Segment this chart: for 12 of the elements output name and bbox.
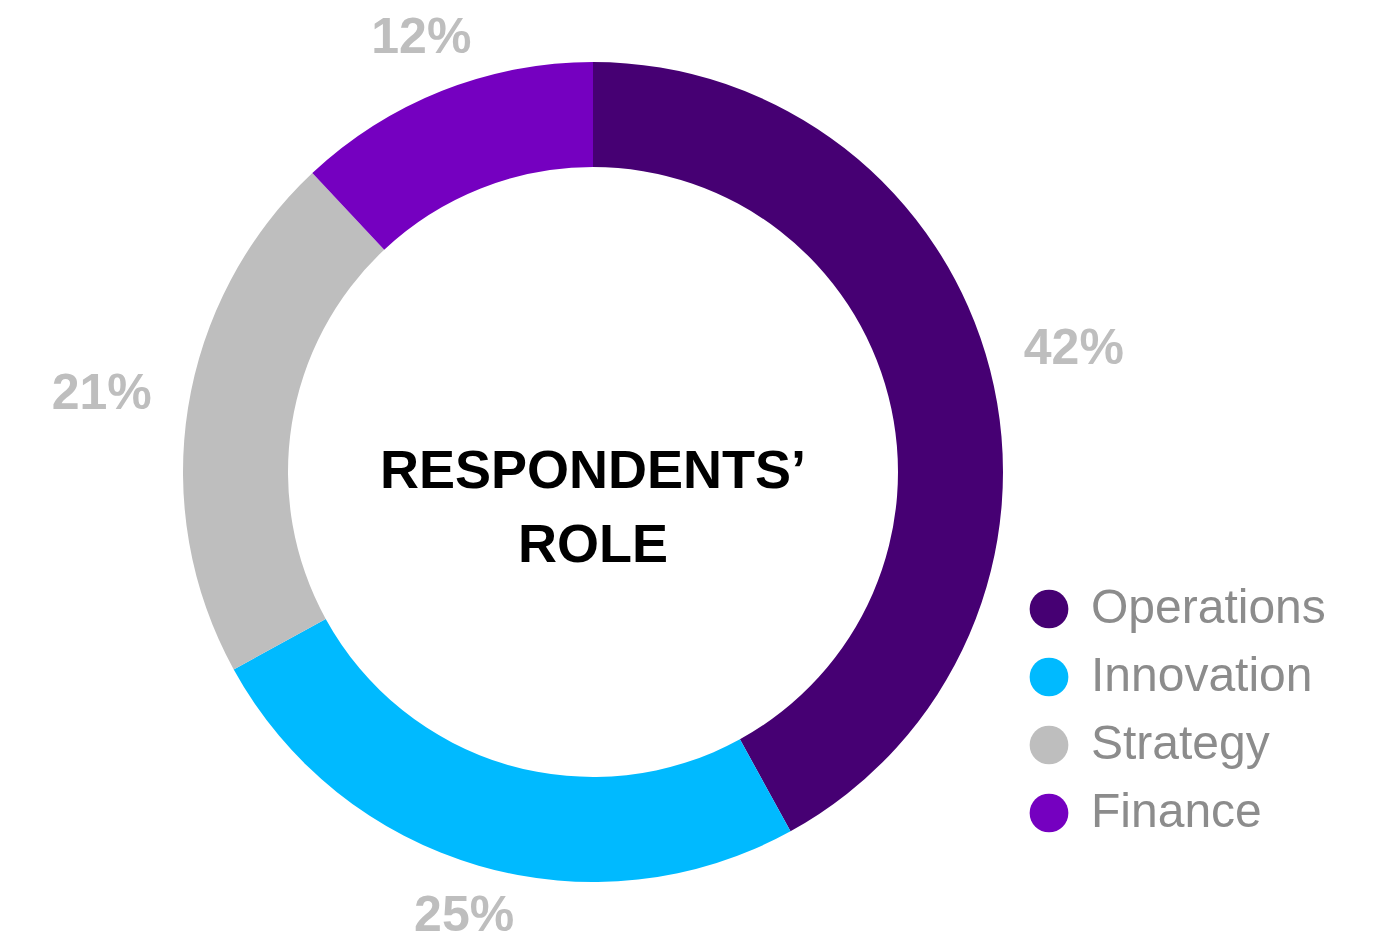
donut-slice — [183, 173, 385, 670]
legend-label: Strategy — [1091, 716, 1270, 769]
data-label: 21% — [51, 364, 152, 421]
data-label: 25% — [414, 885, 515, 938]
data-label: 12% — [371, 8, 472, 65]
legend-label: Operations — [1091, 580, 1326, 633]
data-label: 42% — [1023, 318, 1124, 375]
donut-slice — [312, 62, 593, 250]
text: RESPONDENTS’ ROLE — [379, 439, 807, 573]
donut-slice — [233, 618, 791, 882]
legend-label: Innovation — [1091, 648, 1313, 701]
legend-label: Finance — [1091, 784, 1262, 837]
